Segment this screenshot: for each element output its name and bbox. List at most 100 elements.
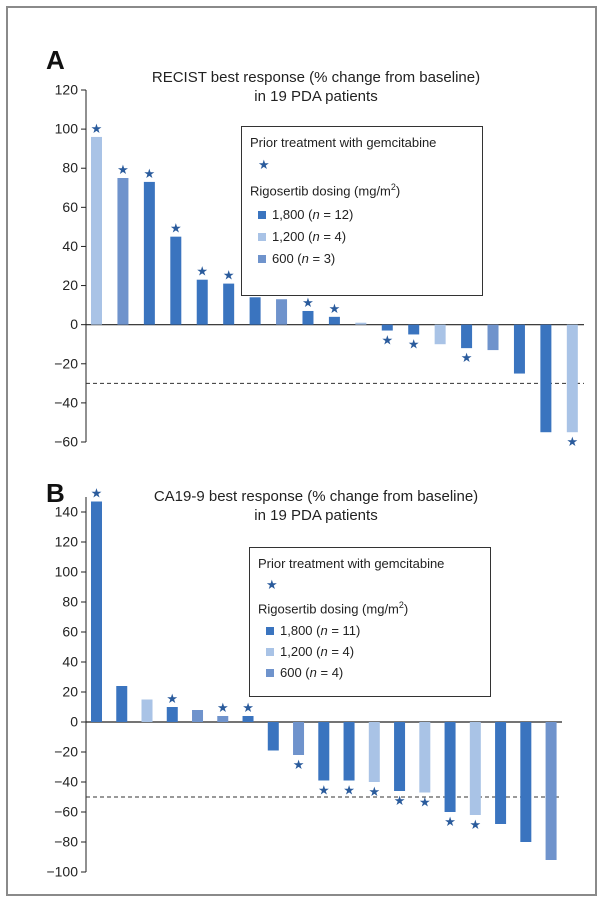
bar <box>444 722 456 812</box>
legend-item-rest: = 4) <box>316 665 344 680</box>
legend-item-rest: = 4) <box>319 229 347 244</box>
bar <box>495 722 507 824</box>
bar <box>368 722 380 782</box>
legend-item-600: 600 (n = 3) <box>272 251 335 266</box>
y-tick-label: 40 <box>62 654 78 670</box>
y-tick-label: −60 <box>54 434 78 450</box>
bar <box>143 181 155 325</box>
y-tick-label: −20 <box>54 744 78 760</box>
y-tick-label: 80 <box>62 160 78 176</box>
legend-star-icon: ★ <box>258 157 270 172</box>
legend-item-1200: 1,200 (n = 4) <box>280 644 354 659</box>
star-icon: ★ <box>223 269 235 284</box>
legend-dosing-label: Rigosertib dosing (mg/m2) <box>250 182 400 198</box>
legend-item-text: 600 ( <box>272 251 302 266</box>
bar <box>242 716 254 722</box>
legend-item-n: n <box>312 229 320 244</box>
legend-item-rest: = 3) <box>308 251 336 266</box>
bar <box>545 722 557 860</box>
star-icon: ★ <box>394 794 406 809</box>
y-tick-label: −60 <box>54 804 78 820</box>
legend-item-text: 1,800 ( <box>280 623 321 638</box>
legend-item-rest: = 12) <box>319 207 354 222</box>
legend-swatch-600 <box>266 669 274 677</box>
legend-item-n: n <box>320 623 328 638</box>
y-tick-label: −20 <box>54 355 78 371</box>
star-icon: ★ <box>566 435 578 450</box>
bar <box>343 722 355 781</box>
star-icon: ★ <box>91 487 103 502</box>
y-tick-label: 0 <box>70 316 78 332</box>
bar <box>217 716 229 722</box>
bar <box>355 322 367 325</box>
star-icon: ★ <box>293 758 305 773</box>
legend-prior-label: Prior treatment with gemcitabine <box>258 556 445 571</box>
bar <box>394 722 406 791</box>
star-icon: ★ <box>91 122 103 137</box>
bar <box>566 324 578 433</box>
y-tick-label: 100 <box>55 121 79 137</box>
legend-dosing-label: Rigosertib dosing (mg/m2) <box>258 600 408 616</box>
legend-dosing-sup: 2 <box>390 182 396 192</box>
panel-a: A RECIST best response (% change from ba… <box>6 40 597 460</box>
bar <box>540 324 552 433</box>
star-icon: ★ <box>444 815 456 830</box>
legend-dosing-text: Rigosertib dosing (mg/m <box>258 601 399 617</box>
legend-item-text: 600 ( <box>280 665 310 680</box>
y-tick-label: 40 <box>62 238 78 254</box>
bar <box>461 324 473 349</box>
bar <box>318 722 330 781</box>
legend-prior-label: Prior treatment with gemcitabine <box>250 135 437 150</box>
panel-b: B CA19-9 best response (% change from ba… <box>6 475 597 890</box>
panel-a-title-line2: in 19 PDA patients <box>254 88 378 105</box>
y-tick-label: 0 <box>70 714 78 730</box>
legend-item-600: 600 (n = 4) <box>280 665 343 680</box>
y-tick-label: 60 <box>62 624 78 640</box>
bar <box>513 324 525 374</box>
star-icon: ★ <box>343 784 355 799</box>
panel-b-chart: 140 120 100 80 60 40 20 0 −20 −40 −60 −80 −100 ★ ★ ★ ★ ★ ★… <box>46 487 562 880</box>
bar <box>302 310 314 325</box>
star-icon: ★ <box>368 785 380 800</box>
panel-b-title-line2: in 19 PDA patients <box>254 507 378 524</box>
legend-swatch-1800 <box>258 211 266 219</box>
legend-item-text: 1,200 ( <box>272 229 313 244</box>
bar <box>249 297 261 325</box>
star-icon: ★ <box>302 296 314 311</box>
legend-item-n: n <box>312 207 320 222</box>
legend-item-1800: 1,800 (n = 12) <box>272 207 353 222</box>
star-icon: ★ <box>419 796 431 811</box>
bar <box>293 722 305 755</box>
star-icon: ★ <box>318 784 330 799</box>
legend-item-1200: 1,200 (n = 4) <box>272 229 346 244</box>
panel-a-title-line1: RECIST best response (% change from base… <box>151 69 481 86</box>
y-tick-label: 20 <box>62 277 78 293</box>
legend-item-1800: 1,800 (n = 11) <box>280 623 360 638</box>
bar <box>487 324 499 351</box>
bar <box>170 236 182 325</box>
bar <box>276 299 288 325</box>
panel-b-title-line1: CA19-9 best response (% change from base… <box>153 488 479 505</box>
star-icon: ★ <box>144 167 156 182</box>
legend-item-rest: = 4) <box>327 644 355 659</box>
bar <box>267 722 279 751</box>
panel-a-chart: 120 100 80 60 40 20 0 −20 −40 −60 ★ ★ ★ ★ ★ ★ ★ ★ ★ ★ ★ ★ <box>54 82 584 450</box>
bar <box>520 722 532 842</box>
legend-swatch-600 <box>258 255 266 263</box>
star-icon: ★ <box>217 701 229 716</box>
legend-dosing-close: ) <box>403 601 409 617</box>
bar <box>196 279 208 325</box>
y-tick-label: 20 <box>62 684 78 700</box>
bar <box>166 707 178 722</box>
bar <box>408 324 420 335</box>
legend-swatch-1800 <box>266 627 274 635</box>
y-tick-label: −40 <box>54 394 78 410</box>
legend-item-text: 1,800 ( <box>272 207 313 222</box>
y-tick-label: 120 <box>55 82 79 98</box>
bar <box>469 722 481 815</box>
legend-star-icon: ★ <box>266 577 278 592</box>
legend-item-rest: = 11) <box>327 623 361 638</box>
legend-swatch-1200 <box>258 233 266 241</box>
bar <box>117 178 129 325</box>
bar <box>91 501 102 722</box>
